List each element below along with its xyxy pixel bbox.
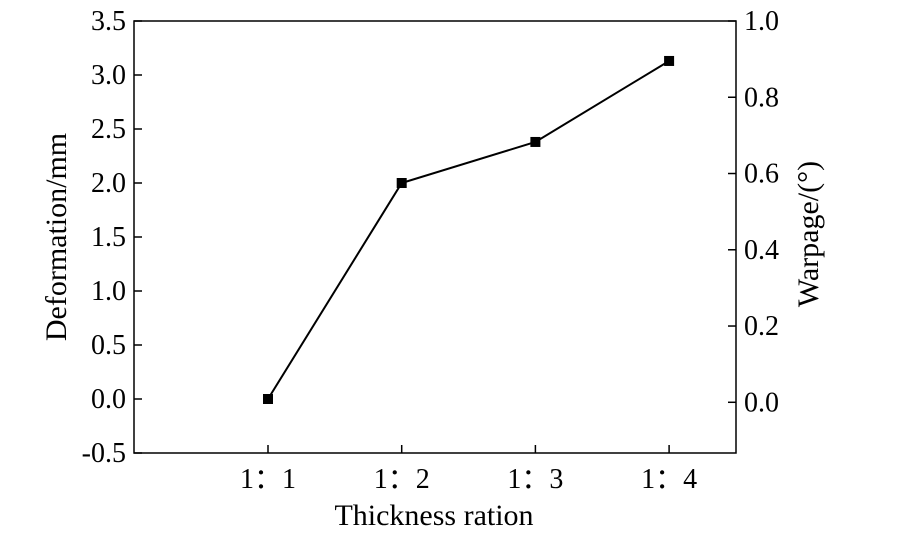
- right-y-tick-label: 1.0: [744, 6, 779, 37]
- left-y-tick-label: -0.5: [82, 438, 126, 469]
- plot-frame: [133, 20, 737, 454]
- left-y-tick-label: 0.5: [91, 330, 126, 361]
- data-point-marker: [263, 394, 273, 404]
- x-axis: 1：1 1：2 1：3 1：4: [240, 445, 697, 495]
- left-y-axis: -0.5 0.0 0.5 1.0 1.5 2.0 2.5 3.0 3.5: [82, 6, 142, 469]
- right-y-tick-label: 0.0: [744, 387, 779, 418]
- left-y-tick-label: 0.0: [91, 384, 126, 415]
- x-tick-label: 1：4: [641, 464, 697, 495]
- x-axis-title: Thickness ration: [334, 499, 533, 532]
- left-y-tick-label: 3.0: [91, 60, 126, 91]
- left-y-tick-label: 1.5: [91, 222, 126, 253]
- x-tick-label: 1：2: [374, 464, 430, 495]
- right-y-tick-label: 0.6: [744, 159, 779, 190]
- right-y-tick-label: 0.2: [744, 311, 779, 342]
- data-point-marker: [530, 136, 541, 147]
- series-line: [267, 60, 670, 400]
- left-y-axis-title: Deformation/mm: [40, 133, 73, 341]
- left-y-tick-label: 3.5: [91, 6, 126, 37]
- x-tick-label: 1：1: [240, 464, 296, 495]
- x-tick-label: 1：3: [507, 464, 563, 495]
- right-y-axis: 0.0 0.2 0.4 0.6 0.8 1.0: [728, 6, 779, 418]
- left-y-tick-label: 2.0: [91, 168, 126, 199]
- right-y-tick-label: 0.8: [744, 82, 779, 113]
- data-point-marker: [664, 55, 675, 66]
- right-y-axis-title: Warpage/(°): [792, 161, 825, 307]
- data-point-marker: [396, 178, 407, 188]
- data-series: [263, 55, 675, 404]
- left-y-tick-label: 2.5: [91, 114, 126, 145]
- right-y-tick-label: 0.4: [744, 235, 779, 266]
- left-y-tick-label: 1.0: [91, 276, 126, 307]
